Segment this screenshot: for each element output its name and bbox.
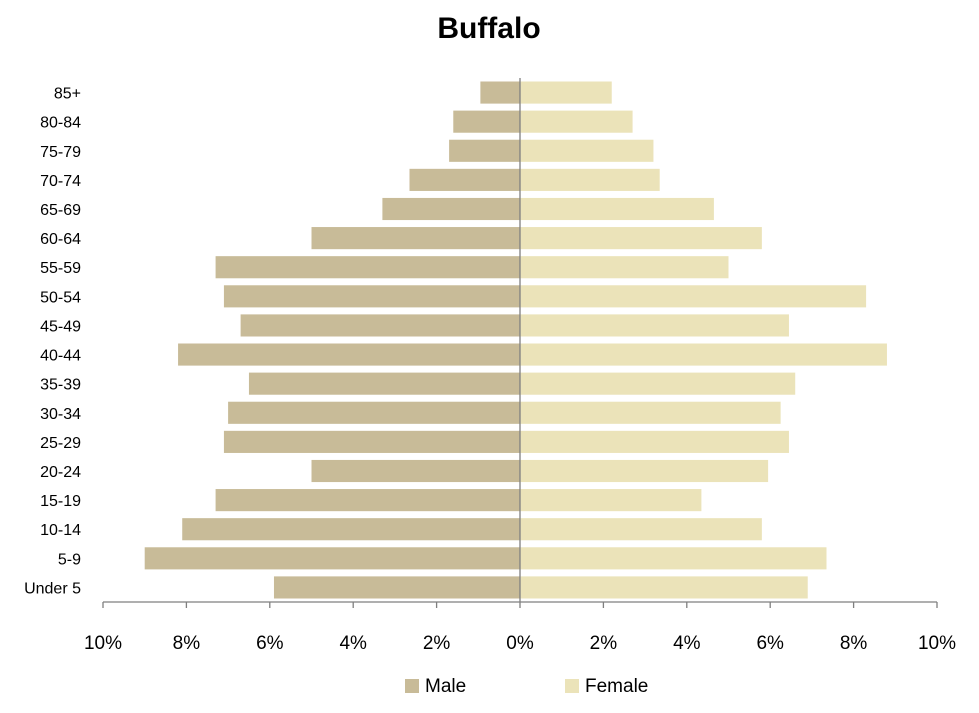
x-tick-label: 2% [590,633,618,654]
bar-male-70-74 [409,168,520,191]
legend-label-female: Female [585,676,648,697]
bar-male-35-39 [248,372,520,395]
bar-male-60-64 [311,227,520,250]
bar-female-55-59 [520,256,729,279]
bar-female-25-29 [520,430,789,453]
legend-label-male: Male [425,676,466,697]
category-labels: Under 5 5-9 10-14 15-19 20-24 25-29 30-34 35-39… [24,86,81,598]
category-label: 60-64 [40,231,81,248]
category-label: 55-59 [40,260,81,277]
x-tick-label: 6% [756,633,784,654]
chart-title: Buffalo [437,12,540,45]
bar-female-20-24 [520,459,769,483]
bar-male-15-19 [215,489,520,512]
bar-male-50-54 [223,285,520,308]
x-tick-label: 8% [840,633,868,654]
bar-female-under-5 [520,576,808,599]
category-label: 70-74 [40,173,81,190]
bar-female-85+ [520,81,612,104]
bar-female-30-34 [520,401,781,424]
x-tick-label: 0% [506,633,534,654]
x-tick-label: 2% [423,633,451,654]
bar-female-10-14 [520,518,762,541]
bar-female-5-9 [520,547,827,570]
legend-swatch-male [405,679,419,693]
category-label: 80-84 [40,115,81,132]
bar-male-75-79 [449,139,520,162]
x-tick-label: 4% [673,633,701,654]
x-tick-label: 4% [339,633,367,654]
category-label: 65-69 [40,202,81,219]
category-label: 25-29 [40,435,81,452]
bar-female-60-64 [520,227,762,250]
bar-female-80-84 [520,110,633,133]
x-axis-ticks: 10% 8% 6% 4% 2% 0% 2% 4% 6% 8% 10% [84,602,956,654]
bar-male-45-49 [240,314,521,337]
bar-male-10-14 [182,518,521,541]
category-label: 35-39 [40,377,81,394]
legend-swatch-female [565,679,579,693]
bar-female-50-54 [520,285,867,308]
bar-male-80-84 [453,110,520,133]
category-label: 85+ [54,86,81,103]
x-tick-label: 8% [173,633,201,654]
bar-male-40-44 [178,343,520,366]
category-label: 30-34 [40,406,81,423]
x-tick-label: 6% [256,633,284,654]
category-label: 75-79 [40,144,81,161]
female-bars [520,81,887,599]
category-label: 45-49 [40,318,81,335]
bar-male-55-59 [215,256,520,279]
bar-female-15-19 [520,489,702,512]
bar-female-65-69 [520,197,714,221]
category-label: 40-44 [40,348,81,365]
bar-female-70-74 [520,168,660,191]
category-label: 15-19 [40,493,81,510]
category-label: 5-9 [58,551,81,568]
bar-female-40-44 [520,343,887,366]
male-bars [144,81,521,599]
bar-male-5-9 [144,547,520,570]
bar-male-85+ [480,81,520,104]
bar-female-45-49 [520,314,789,337]
x-tick-label: 10% [918,633,956,654]
legend: Male Female [405,676,648,697]
bar-male-25-29 [223,430,520,453]
x-tick-label: 10% [84,633,122,654]
bar-male-20-24 [311,459,520,483]
category-label: 20-24 [40,464,81,481]
category-label: Under 5 [24,580,81,597]
bar-male-65-69 [382,197,520,221]
bar-male-under-5 [273,576,520,599]
bar-female-75-79 [520,139,654,162]
category-label: 50-54 [40,289,81,306]
category-label: 10-14 [40,522,81,539]
bar-male-30-34 [228,401,520,424]
bar-female-35-39 [520,372,796,395]
